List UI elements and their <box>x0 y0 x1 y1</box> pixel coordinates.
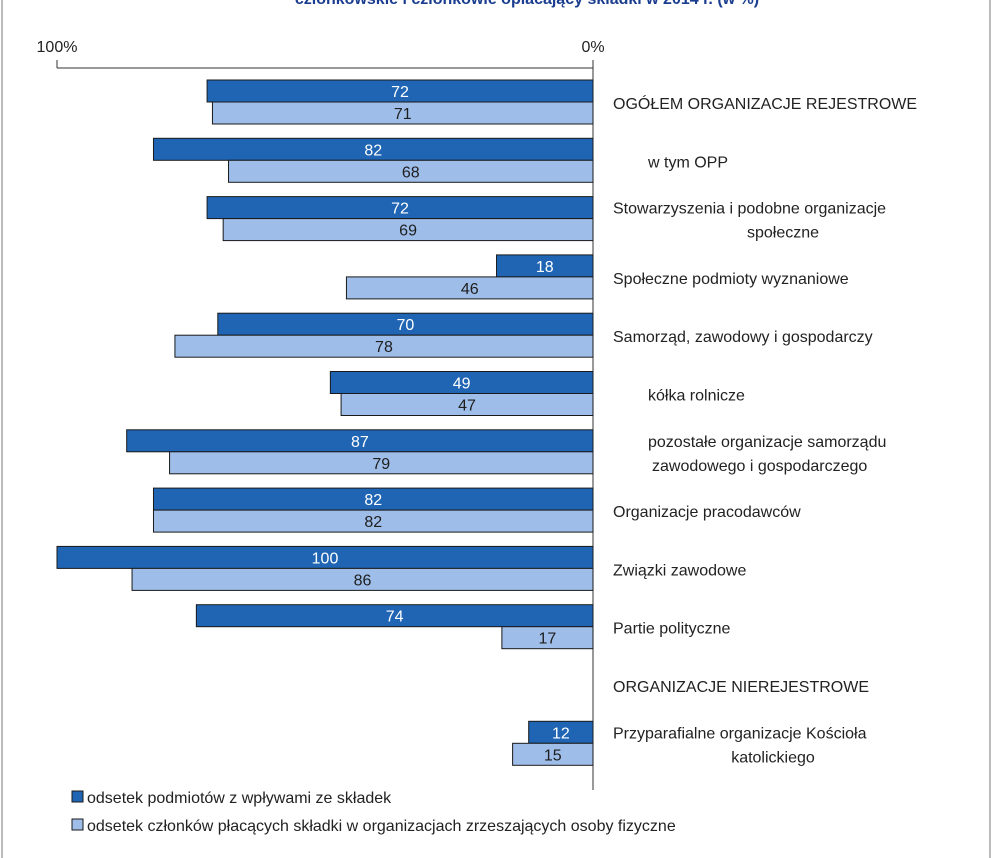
category-label: Partie polityczne <box>613 621 730 638</box>
axis-tick-0: 0% <box>581 39 604 56</box>
bar-series2 <box>345 276 594 300</box>
data-label: 82 <box>364 142 382 159</box>
data-label: 18 <box>536 259 554 276</box>
bar-series1 <box>195 604 594 628</box>
bar-series2 <box>211 101 594 125</box>
category-label: pozostałe organizacje samorządu <box>648 434 886 451</box>
chart-title-suffix: (w %) <box>713 0 759 8</box>
data-label: 79 <box>372 456 390 473</box>
category-label: społeczne <box>747 225 819 242</box>
bar-series2 <box>222 218 594 242</box>
bar-series2 <box>174 334 594 358</box>
data-label: 82 <box>364 514 382 531</box>
chart-title: członkowskie i członkowie opłacający skł… <box>295 0 759 8</box>
data-label: 17 <box>539 631 557 648</box>
data-label: 86 <box>354 572 372 589</box>
data-label: 72 <box>391 84 409 101</box>
legend: odsetek podmiotów z wpływami ze składek o… <box>71 790 676 835</box>
data-label: 46 <box>461 281 479 298</box>
data-label: 87 <box>351 434 369 451</box>
bar-series2 <box>152 509 594 533</box>
data-label: 71 <box>394 106 412 123</box>
data-label: 12 <box>552 725 570 742</box>
bar-series2 <box>131 567 594 591</box>
category-label: kółka rolnicze <box>648 388 745 405</box>
data-label: 74 <box>386 609 404 626</box>
data-label: 82 <box>364 492 382 509</box>
data-label: 68 <box>402 164 420 181</box>
bar-series2 <box>501 626 594 650</box>
bar-series2 <box>169 451 594 475</box>
category-label: ORGANIZACJE NIEREJESTROWE <box>613 679 869 696</box>
data-label: 72 <box>391 201 409 218</box>
category-label: Samorząd, zawodowy i gospodarczy <box>613 329 873 346</box>
axis-tick-100: 100% <box>37 39 78 56</box>
category-label: OGÓŁEM ORGANIZACJE REJESTROWE <box>613 94 917 113</box>
data-label: 49 <box>453 376 471 393</box>
category-label: Przyparafialne organizacje Kościoła <box>613 725 867 742</box>
bar-series2 <box>512 742 594 766</box>
data-label: 78 <box>375 339 393 356</box>
category-label: Stowarzyszenia i podobne organizacje <box>613 201 886 218</box>
bar-series2 <box>228 159 594 183</box>
legend-swatch <box>71 790 84 803</box>
data-label: 47 <box>458 398 476 415</box>
category-label: Społeczne podmioty wyznaniowe <box>613 271 849 288</box>
category-label: katolickiego <box>731 749 815 766</box>
category-label: Związki zawodowe <box>613 562 746 579</box>
data-label: 100 <box>312 550 339 567</box>
category-label: zawodowego i gospodarczego <box>652 458 867 475</box>
data-label: 69 <box>399 223 417 240</box>
category-label: Organizacje pracodawców <box>613 504 801 521</box>
data-label: 70 <box>397 317 415 334</box>
legend-label: odsetek członków płacących składki w org… <box>87 818 676 835</box>
bar-series2 <box>340 393 594 416</box>
legend-label: odsetek podmiotów z wpływami ze składek <box>87 790 392 807</box>
data-label: 15 <box>544 747 562 764</box>
legend-swatch <box>71 818 84 831</box>
chart-title-bold: członkowskie i członkowie opłacający skł… <box>295 0 713 8</box>
category-label: w tym OPP <box>647 154 728 171</box>
category-labels: OGÓŁEM ORGANIZACJE REJESTROWE w tym OPP St… <box>613 94 917 766</box>
